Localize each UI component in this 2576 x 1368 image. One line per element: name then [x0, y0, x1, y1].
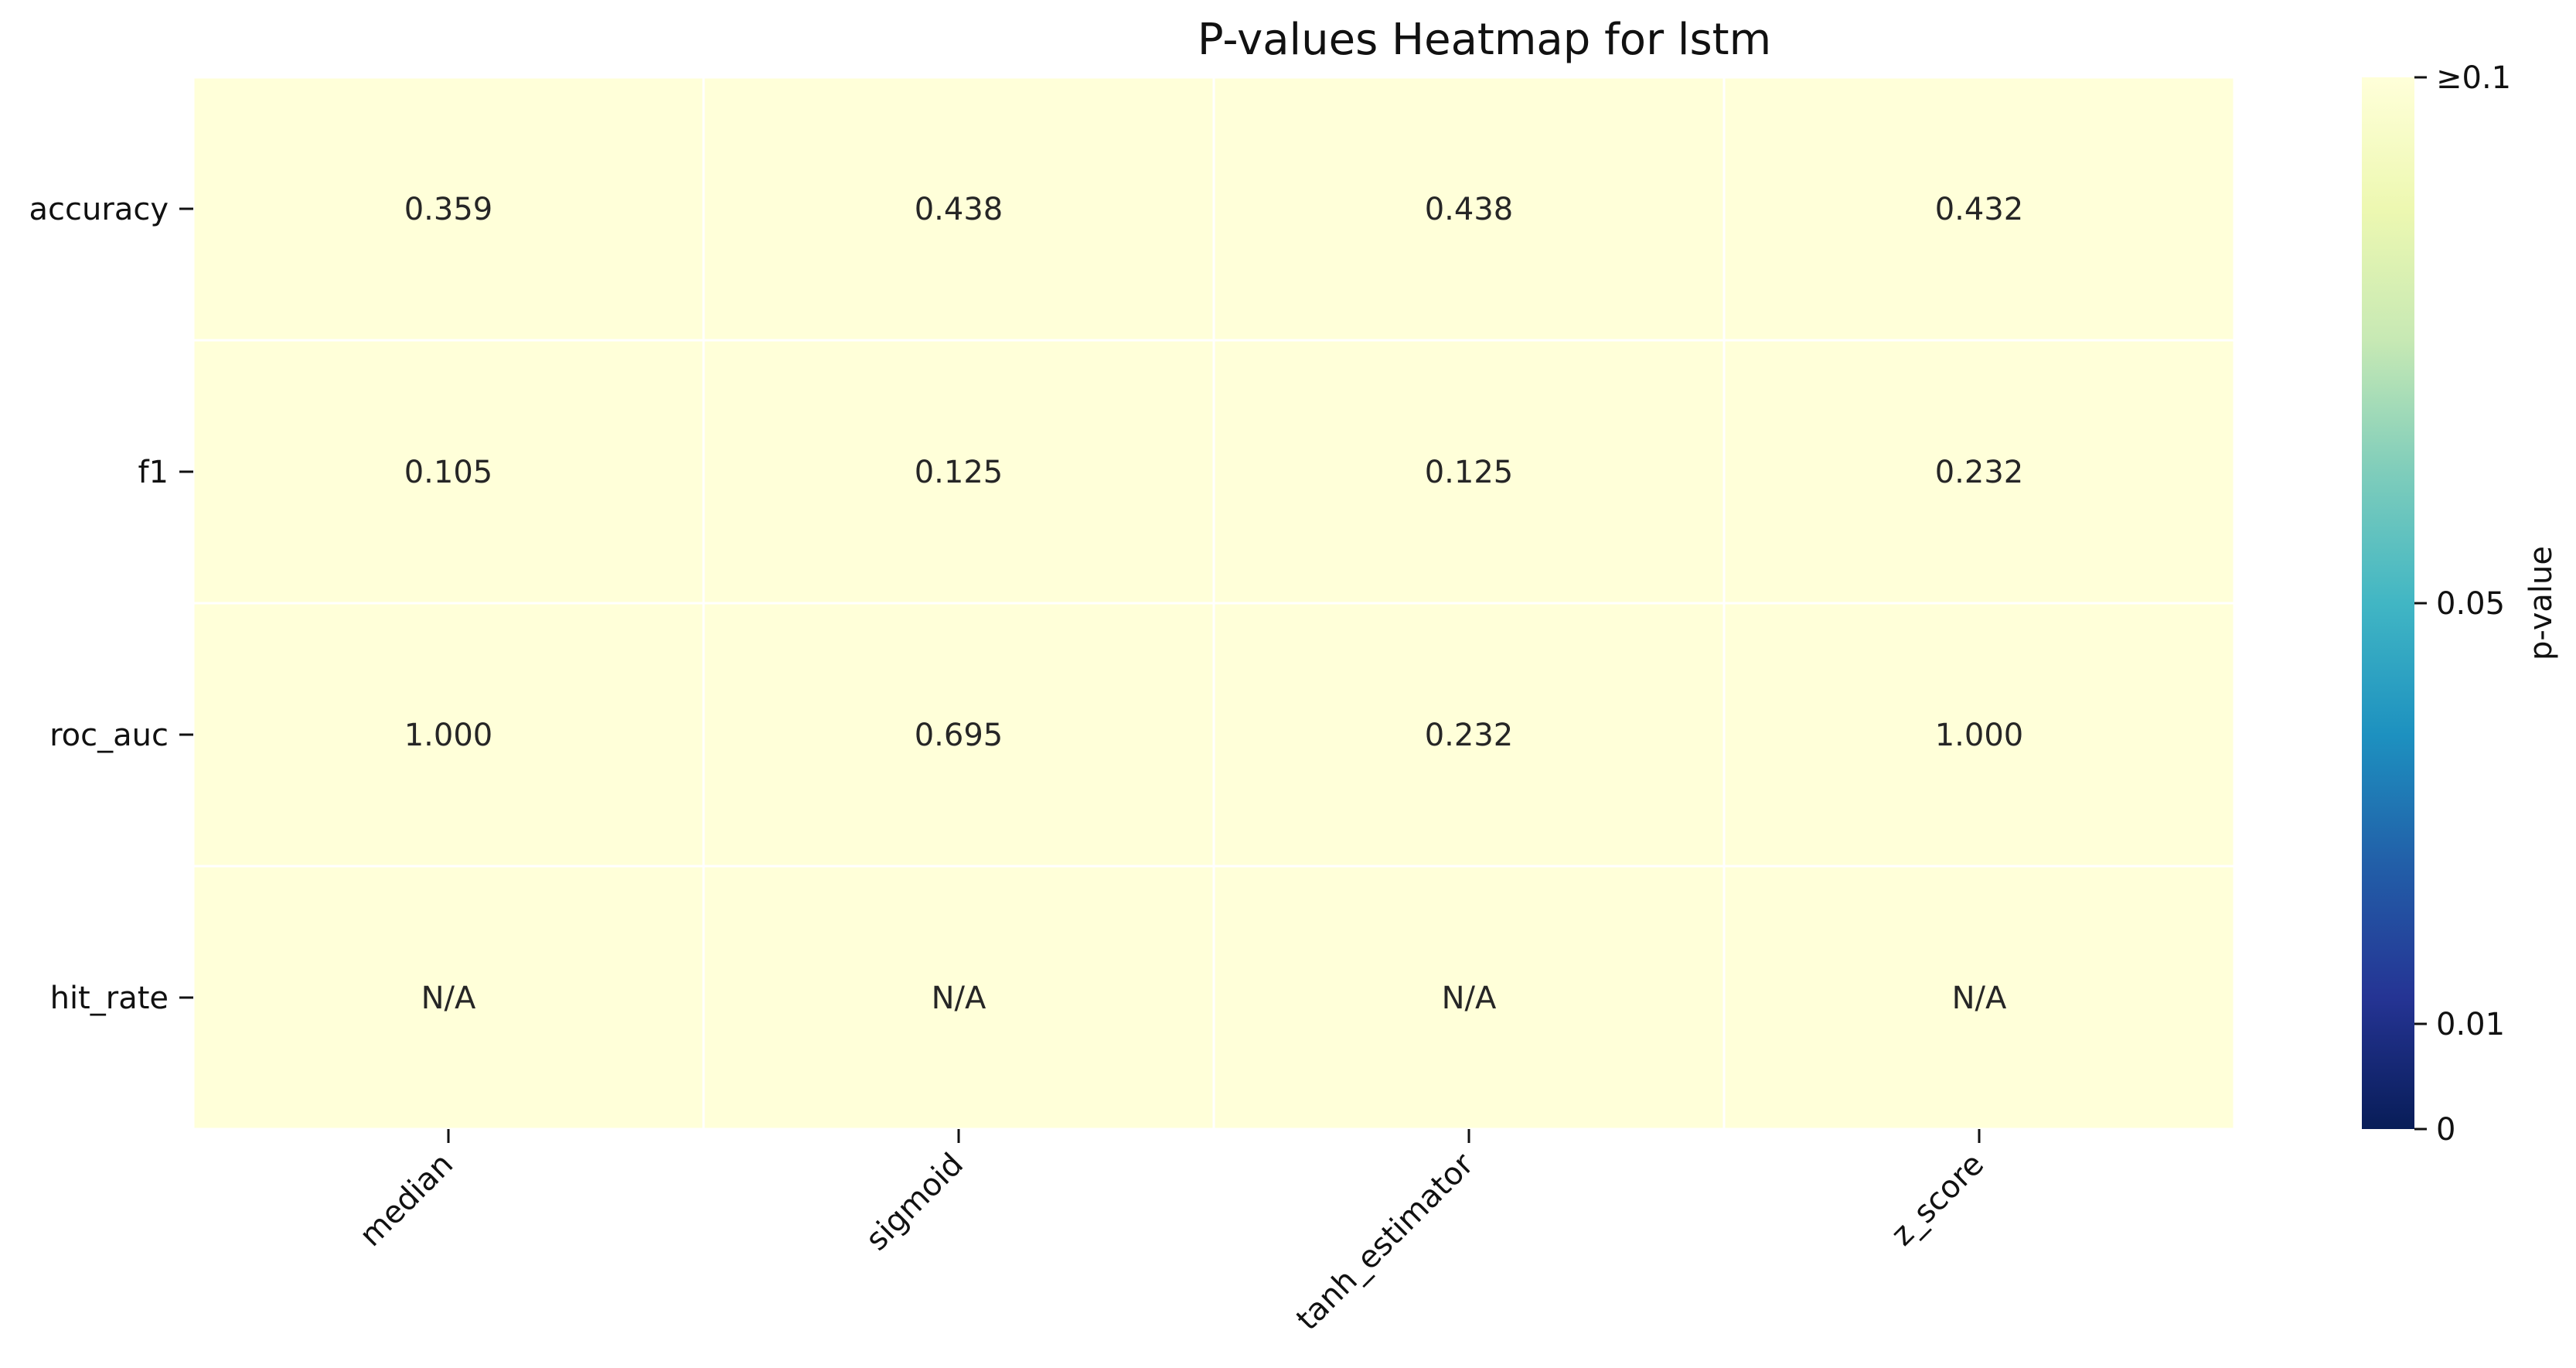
colorbar-tick-label: ≥0.1	[2436, 60, 2511, 96]
cell-value-label: 1.000	[1935, 718, 2024, 753]
heatmap-cell	[702, 76, 1215, 342]
cell-value-label: N/A	[932, 981, 986, 1016]
heatmap-cell	[1722, 602, 2236, 868]
chart-title: P-values Heatmap for lstm	[1198, 15, 1771, 65]
cell-value-label: 0.125	[1425, 455, 1514, 490]
x-tick-label: z_score	[1885, 1147, 1992, 1254]
heatmap-cell	[1722, 76, 2236, 342]
heatmap-cell	[192, 76, 705, 342]
cell-value-label: 0.125	[915, 455, 1003, 490]
heatmap-cell	[1212, 865, 1726, 1131]
cell-value-label: 0.432	[1935, 192, 2024, 227]
cell-value-label: 0.359	[404, 192, 493, 227]
colorbar-ticks: 0 0.01 0.05 ≥0.1	[2414, 60, 2511, 1148]
heatmap-cell	[192, 339, 705, 605]
heatmap-cell	[192, 865, 705, 1131]
heatmap-cell	[702, 865, 1215, 1131]
colorbar-label: p-value	[2523, 546, 2559, 660]
x-tick-label: tanh_estimator	[1290, 1146, 1481, 1337]
cell-value-label: 0.695	[915, 718, 1003, 753]
y-tick-label: f1	[138, 455, 169, 490]
colorbar-tick-label: 0	[2436, 1112, 2455, 1148]
x-tick-label: sigmoid	[859, 1147, 970, 1258]
heatmap-cell-labels: 0.359 0.438 0.438 0.432 0.105 0.125 0.125 0.232…	[404, 192, 2024, 1016]
y-tick-label: hit_rate	[50, 981, 169, 1016]
cell-value-label: 0.232	[1935, 455, 2024, 490]
cell-value-label: 0.105	[404, 455, 493, 490]
heatmap-cell	[1212, 76, 1726, 342]
cell-value-label: 0.438	[915, 192, 1003, 227]
colorbar: 0 0.01 0.05 ≥0.1 p-value	[2362, 60, 2559, 1148]
x-axis: median sigmoid tanh_estimator z_score	[353, 1129, 1992, 1337]
heatmap-cell	[702, 339, 1215, 605]
colorbar-tick-label: 0.05	[2436, 586, 2505, 622]
heatmap-cell	[1722, 865, 2236, 1131]
heatmap-cells	[192, 76, 2236, 1131]
cell-value-label: 0.438	[1425, 192, 1514, 227]
y-tick-label: roc_auc	[49, 718, 169, 753]
y-axis: accuracy f1 roc_auc hit_rate	[29, 192, 193, 1016]
heatmap-cell	[1212, 339, 1726, 605]
cell-value-label: 1.000	[404, 718, 493, 753]
cell-value-label: N/A	[1442, 981, 1497, 1016]
cell-value-label: N/A	[421, 981, 476, 1016]
colorbar-tick-label: 0.01	[2436, 1007, 2505, 1042]
cell-value-label: N/A	[1952, 981, 2007, 1016]
heatmap-cell	[1722, 339, 2236, 605]
colorbar-gradient	[2362, 77, 2414, 1129]
y-tick-label: accuracy	[29, 192, 169, 227]
cell-value-label: 0.232	[1425, 718, 1514, 753]
x-tick-label: median	[353, 1147, 461, 1254]
heatmap-cell	[702, 602, 1215, 868]
